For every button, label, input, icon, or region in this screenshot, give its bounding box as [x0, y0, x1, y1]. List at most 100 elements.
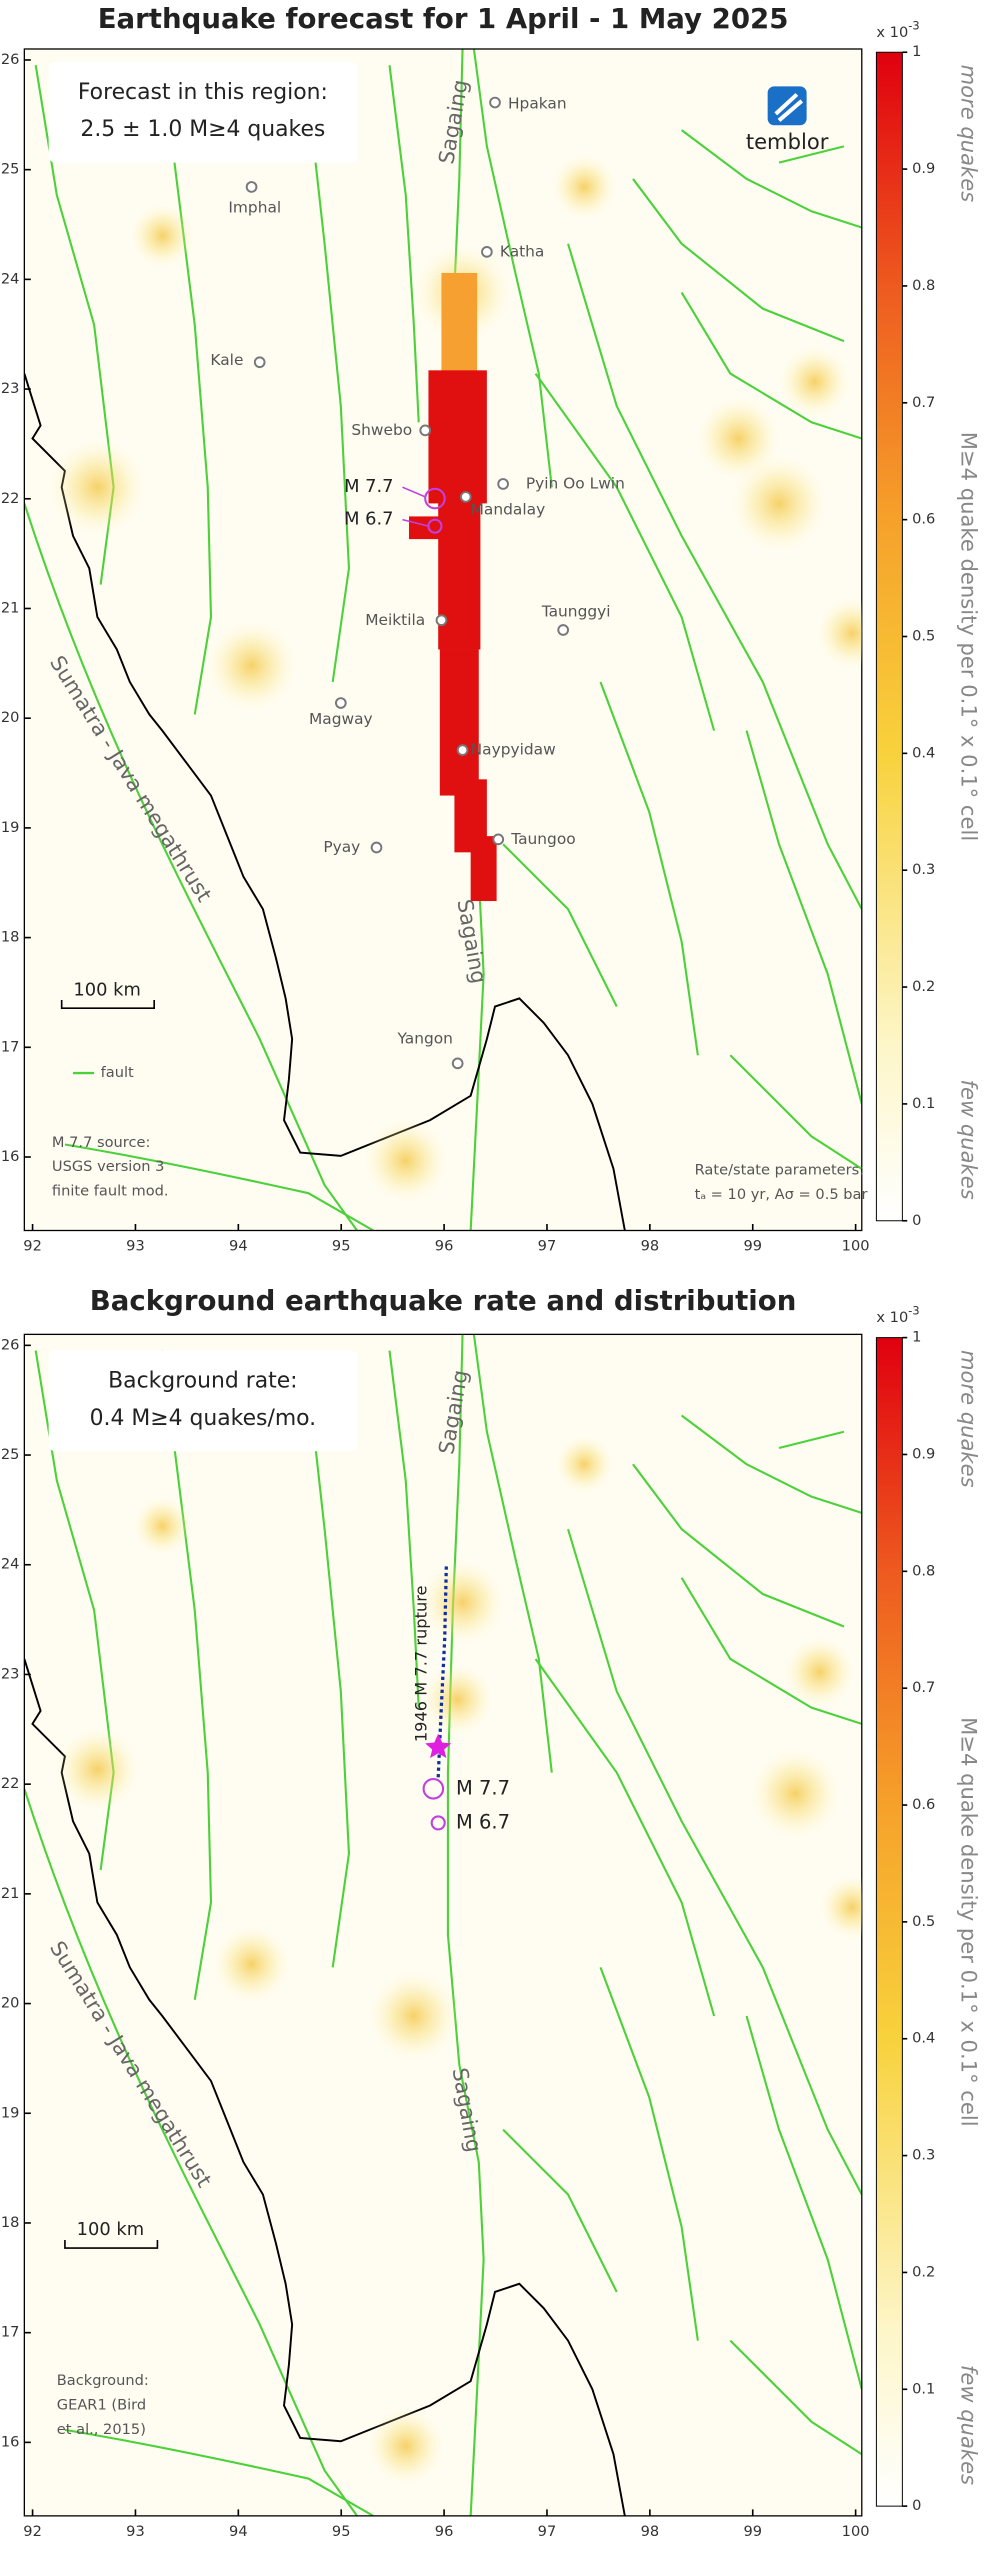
x-tick-label: 92 — [23, 2523, 42, 2540]
y-tick-label: 19 — [1, 819, 20, 836]
event-label: M 6.7 — [344, 509, 393, 530]
colorbar-tick-label: 0.2 — [912, 978, 935, 995]
city-label: Katha — [500, 242, 545, 260]
colorbar-low: few quakes — [956, 2365, 981, 2485]
box-text: Forecast in this region: — [78, 80, 328, 105]
x-tick-label: 97 — [538, 2523, 557, 2540]
legend-label: fault — [101, 1064, 134, 1081]
colorbar-multiplier: x 10-3 — [876, 1304, 919, 1326]
colorbar-tick-label: 0.9 — [912, 160, 935, 177]
city-label: Pyay — [323, 838, 360, 856]
y-tick-label: 24 — [1, 1556, 20, 1573]
forecast-panel: Earthquake forecast for 1 April - 1 May … — [1, 2, 981, 1255]
event-label: M 7.7 — [456, 1776, 510, 1799]
colorbar-label: M≥4 quake density per 0.1° x 0.1° cell — [956, 1717, 981, 2126]
city-label: Yangon — [396, 1029, 452, 1047]
x-tick-label: 96 — [435, 2523, 454, 2540]
logo-text: temblor — [746, 129, 829, 154]
event-pointer — [402, 486, 429, 527]
source-text: GEAR1 (Bird — [57, 2397, 146, 2414]
colorbar-multiplier: x 10-3 — [876, 18, 919, 40]
city-label: Naypyidaw — [471, 741, 556, 759]
colorbar-tick-label: 0.7 — [912, 1679, 935, 1696]
source-text: USGS version 3 — [52, 1158, 165, 1175]
x-tick-label: 98 — [641, 2523, 660, 2540]
y-tick-label: 16 — [1, 2433, 20, 2450]
logo-stripes — [774, 92, 804, 122]
x-tick-label: 93 — [126, 1238, 145, 1255]
multiplier-base: x 10 — [876, 24, 908, 41]
density-field — [55, 1434, 862, 2486]
colorbar-high: more quakes — [956, 1350, 981, 1488]
city-label: Imphal — [228, 199, 281, 217]
city-label: Taungoo — [510, 830, 575, 848]
colorbar-tick-label: 1 — [912, 1329, 921, 1346]
colorbar-label: M≥4 quake density per 0.1° x 0.1° cell — [956, 432, 981, 841]
x-tick-label: 92 — [23, 1238, 42, 1255]
event-marker — [424, 487, 446, 510]
colorbar-high: more quakes — [956, 65, 981, 203]
source-text: M 7.7 source: — [52, 1134, 150, 1151]
colorbar-tick-label: 0.1 — [912, 1095, 935, 1112]
y-tick-label: 25 — [1, 161, 20, 178]
y-tick-label: 18 — [1, 929, 20, 946]
x-tick-label: 99 — [743, 2523, 762, 2540]
colorbar-tick-label: 0.5 — [912, 1913, 935, 1930]
y-tick-label: 20 — [1, 1995, 20, 2012]
rupture-label: 1946 M 7.7 rupture — [411, 1585, 430, 1742]
city-label: Mandalay — [471, 500, 546, 518]
y-tick-label: 20 — [1, 709, 20, 726]
background-panel: Background earthquake rate and distribut… — [1, 1284, 981, 2540]
city-label: Magway — [309, 710, 373, 728]
panel-title: Background earthquake rate and distribut… — [90, 1284, 797, 1317]
city-label: Hpakan — [508, 95, 567, 113]
density-field — [48, 154, 862, 1203]
colorbar-tick-label: 0 — [912, 1212, 921, 1229]
y-tick-label: 21 — [1, 1885, 20, 1902]
colorbar — [875, 51, 903, 1222]
city-label: Shwebo — [351, 421, 412, 439]
x-tick-label: 98 — [641, 1238, 660, 1255]
colorbar-tick-label: 0.3 — [912, 2147, 935, 2164]
city-label: Kale — [210, 351, 243, 369]
forecast-box — [48, 61, 358, 163]
colorbar-tick-label: 0.6 — [912, 1796, 935, 1813]
city-label: Meiktila — [365, 611, 425, 629]
x-tick-label: 94 — [229, 1238, 248, 1255]
y-tick-label: 19 — [1, 2104, 20, 2121]
scale-label: 100 km — [73, 979, 140, 1000]
multiplier-exponent: -3 — [908, 18, 919, 32]
source-text: Background: — [57, 2372, 149, 2389]
scale-bar — [64, 2239, 159, 2249]
x-tick-label: 100 — [842, 2523, 870, 2540]
y-tick-label: 16 — [1, 1148, 20, 1165]
event-marker — [430, 1815, 446, 1831]
city-label: Taunggyi — [541, 603, 611, 621]
x-tick-label: 97 — [538, 1238, 557, 1255]
colorbar-tick-label: 0.4 — [912, 2030, 935, 2047]
box-text: 2.5 ± 1.0 M≥4 quakes — [80, 117, 325, 142]
x-tick-label: 95 — [332, 2523, 351, 2540]
y-tick-label: 17 — [1, 1038, 20, 1055]
event-label: M 7.7 — [344, 476, 393, 497]
y-tick-label: 17 — [1, 2324, 20, 2341]
scale-label: 100 km — [77, 2219, 144, 2240]
multiplier-base: x 10 — [876, 1309, 908, 1326]
x-tick-label: 93 — [126, 2523, 145, 2540]
rupture-line — [436, 1566, 448, 1778]
event-marker — [422, 1778, 445, 1800]
colorbar-tick-label: 0.4 — [912, 744, 935, 761]
parameter-text: Rate/state parameters: — [695, 1161, 865, 1178]
scale-bar — [60, 1000, 155, 1009]
colorbar-tick-label: 0.7 — [912, 394, 935, 411]
event-label: M 6.7 — [456, 1810, 510, 1833]
colorbar-low: few quakes — [956, 1080, 981, 1200]
y-tick-label: 21 — [1, 599, 20, 616]
y-tick-label: 23 — [1, 1665, 20, 1682]
colorbar-tick-label: 0.1 — [912, 2380, 935, 2397]
y-tick-label: 22 — [1, 1775, 20, 1792]
colorbar-tick-label: 0.6 — [912, 511, 935, 528]
colorbar-tick-label: 0.8 — [912, 277, 935, 294]
source-text: finite fault mod. — [52, 1183, 169, 1200]
rate-box — [48, 1350, 358, 1452]
